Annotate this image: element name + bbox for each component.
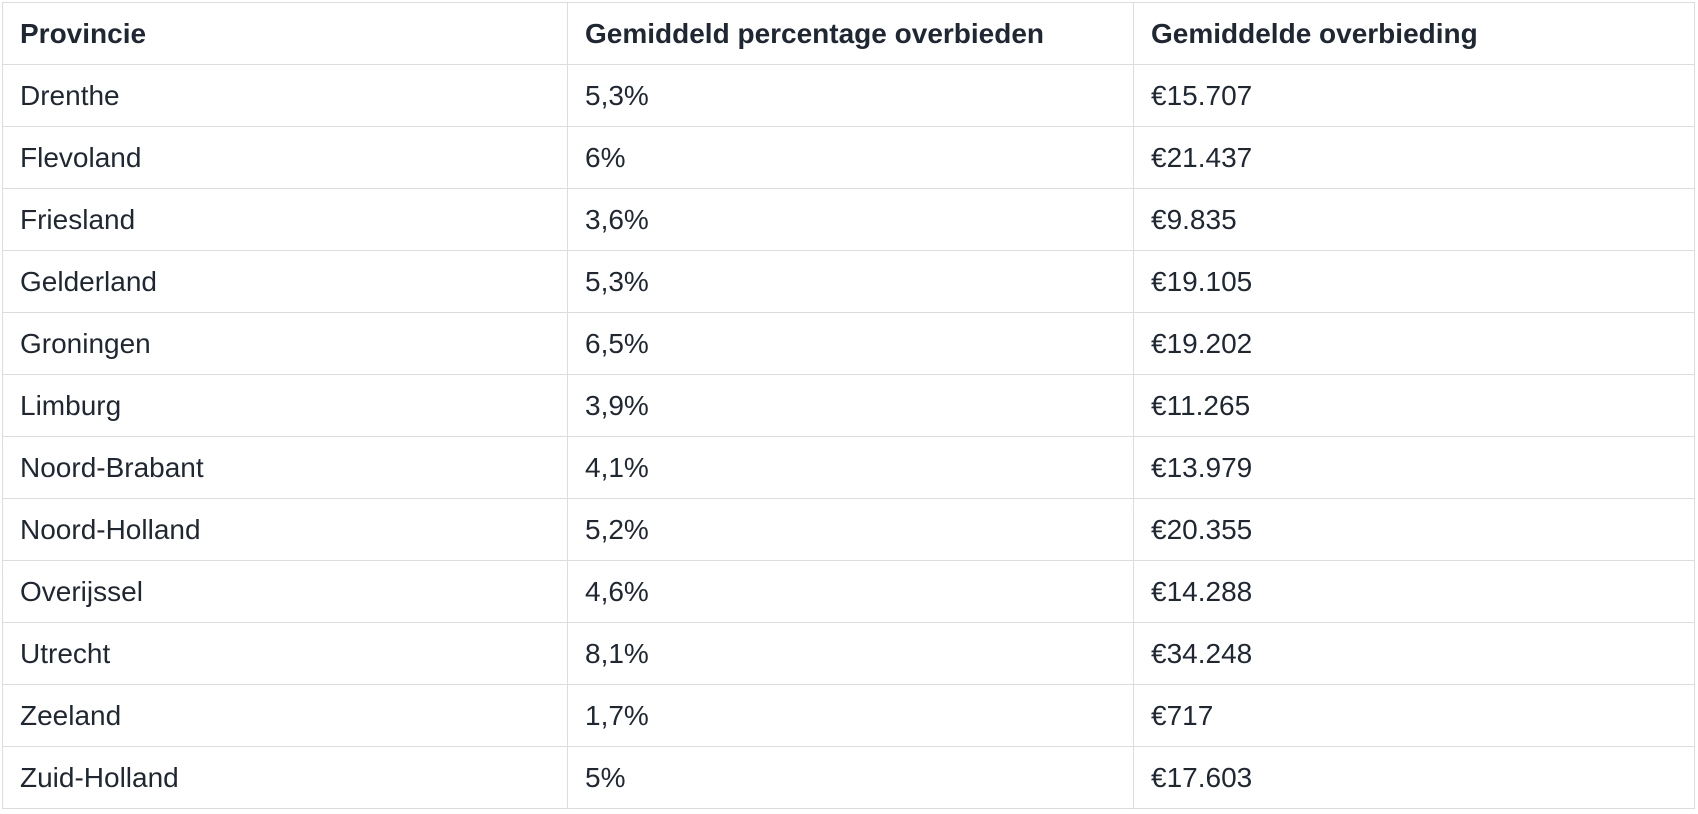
table-row: Zuid-Holland 5% €17.603	[2, 746, 1695, 809]
cell-overbieding: €17.603	[1133, 746, 1695, 809]
table-body: Drenthe 5,3% €15.707 Flevoland 6% €21.43…	[2, 64, 1695, 809]
header-row: Provincie Gemiddeld percentage overbiede…	[2, 2, 1695, 65]
cell-provincie: Limburg	[2, 374, 568, 437]
cell-percentage: 3,6%	[567, 188, 1134, 251]
cell-provincie: Drenthe	[2, 64, 568, 127]
cell-overbieding: €21.437	[1133, 126, 1695, 189]
cell-provincie: Flevoland	[2, 126, 568, 189]
table-row: Noord-Holland 5,2% €20.355	[2, 498, 1695, 561]
cell-overbieding: €15.707	[1133, 64, 1695, 127]
cell-provincie: Groningen	[2, 312, 568, 375]
cell-overbieding: €34.248	[1133, 622, 1695, 685]
table-row: Zeeland 1,7% €717	[2, 684, 1695, 747]
cell-provincie: Overijssel	[2, 560, 568, 623]
cell-percentage: 5,3%	[567, 64, 1134, 127]
cell-percentage: 5%	[567, 746, 1134, 809]
column-header-overbieding: Gemiddelde overbieding	[1133, 2, 1695, 65]
cell-percentage: 4,1%	[567, 436, 1134, 499]
table-row: Flevoland 6% €21.437	[2, 126, 1695, 189]
table-row: Noord-Brabant 4,1% €13.979	[2, 436, 1695, 499]
cell-percentage: 6,5%	[567, 312, 1134, 375]
cell-percentage: 5,2%	[567, 498, 1134, 561]
table-row: Groningen 6,5% €19.202	[2, 312, 1695, 375]
cell-percentage: 5,3%	[567, 250, 1134, 313]
cell-overbieding: €11.265	[1133, 374, 1695, 437]
cell-provincie: Zeeland	[2, 684, 568, 747]
cell-provincie: Zuid-Holland	[2, 746, 568, 809]
table-row: Friesland 3,6% €9.835	[2, 188, 1695, 251]
cell-overbieding: €14.288	[1133, 560, 1695, 623]
table-row: Gelderland 5,3% €19.105	[2, 250, 1695, 313]
cell-percentage: 3,9%	[567, 374, 1134, 437]
cell-provincie: Utrecht	[2, 622, 568, 685]
table-header: Provincie Gemiddeld percentage overbiede…	[2, 2, 1695, 65]
cell-provincie: Friesland	[2, 188, 568, 251]
cell-overbieding: €717	[1133, 684, 1695, 747]
table-row: Limburg 3,9% €11.265	[2, 374, 1695, 437]
table-row: Overijssel 4,6% €14.288	[2, 560, 1695, 623]
cell-percentage: 6%	[567, 126, 1134, 189]
cell-percentage: 8,1%	[567, 622, 1134, 685]
cell-overbieding: €19.202	[1133, 312, 1695, 375]
cell-overbieding: €20.355	[1133, 498, 1695, 561]
cell-overbieding: €9.835	[1133, 188, 1695, 251]
column-header-percentage: Gemiddeld percentage overbieden	[567, 2, 1134, 65]
table-row: Drenthe 5,3% €15.707	[2, 64, 1695, 127]
cell-provincie: Noord-Brabant	[2, 436, 568, 499]
cell-overbieding: €13.979	[1133, 436, 1695, 499]
cell-percentage: 1,7%	[567, 684, 1134, 747]
table-row: Utrecht 8,1% €34.248	[2, 622, 1695, 685]
cell-overbieding: €19.105	[1133, 250, 1695, 313]
cell-provincie: Gelderland	[2, 250, 568, 313]
column-header-provincie: Provincie	[2, 2, 568, 65]
cell-percentage: 4,6%	[567, 560, 1134, 623]
cell-provincie: Noord-Holland	[2, 498, 568, 561]
